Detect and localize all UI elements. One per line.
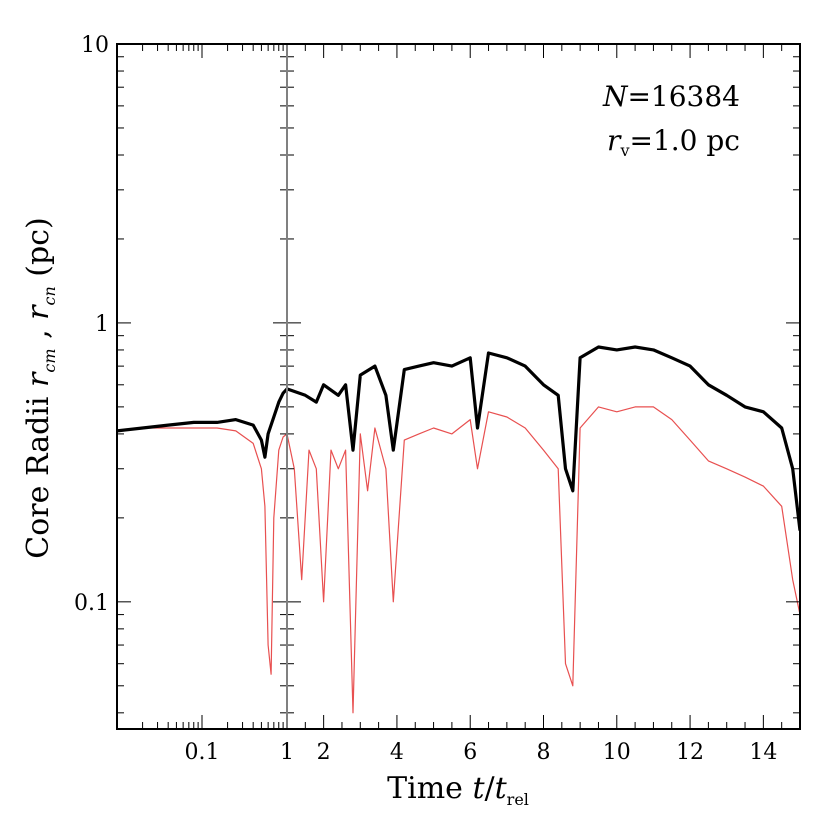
x-axis-title: Time t/trel [387, 771, 529, 809]
annotation-rv-var: r [607, 124, 622, 157]
y-tick-label: 10 [81, 33, 109, 58]
series-layer [117, 345, 800, 714]
x-axis-title-sub: rel [507, 790, 529, 809]
x-tick-label: 14 [749, 740, 777, 765]
x-tick-label: 0.1 [185, 740, 220, 765]
x-axis-title-slash: / [485, 771, 496, 806]
x-axis-title-prefix: Time [387, 771, 472, 806]
annotation-n: N=16384 [602, 80, 740, 113]
x-axis-title-var: t [472, 771, 485, 806]
y-axis-title-suffix: (pc) [21, 217, 56, 286]
y-axis-title-var1: r [21, 371, 56, 387]
annotation-n-var: N [602, 80, 629, 113]
annotation-rv-value: 1.0 pc [653, 124, 740, 157]
x-axis-title-var2: t [495, 771, 508, 806]
y-axis-title-prefix: Core Radii [21, 387, 56, 559]
annotation-rv-sub: v [619, 141, 629, 160]
y-axis-title-var2: r [21, 304, 56, 320]
x-tick-label: 4 [390, 740, 404, 765]
series-line-r-cm [117, 345, 800, 531]
annotation-rv-eq: = [629, 124, 652, 157]
annotation-rv: rv=1.0 pc [607, 124, 740, 160]
annotation-n-value: 16384 [651, 80, 740, 113]
x-tick-label: 8 [537, 740, 551, 765]
y-tick-label: 0.1 [74, 591, 109, 616]
series-line-r-cn [117, 406, 800, 714]
x-tick-label: 1 [280, 740, 294, 765]
x-tick-label: 2 [317, 740, 331, 765]
y-axis-title: Core Radii rcm , rcn (pc) [21, 217, 59, 558]
x-tick-label: 6 [463, 740, 477, 765]
x-tick-label: 12 [676, 740, 704, 765]
annotation-n-eq: = [627, 80, 650, 113]
y-axis-title-mid: , [21, 320, 56, 349]
y-axis-title-sub2: cn [40, 286, 59, 305]
plot-frame [116, 43, 801, 730]
x-tick-label: 10 [603, 740, 631, 765]
y-tick-label: 1 [95, 312, 109, 337]
y-axis-title-sub1: cm [40, 348, 59, 372]
